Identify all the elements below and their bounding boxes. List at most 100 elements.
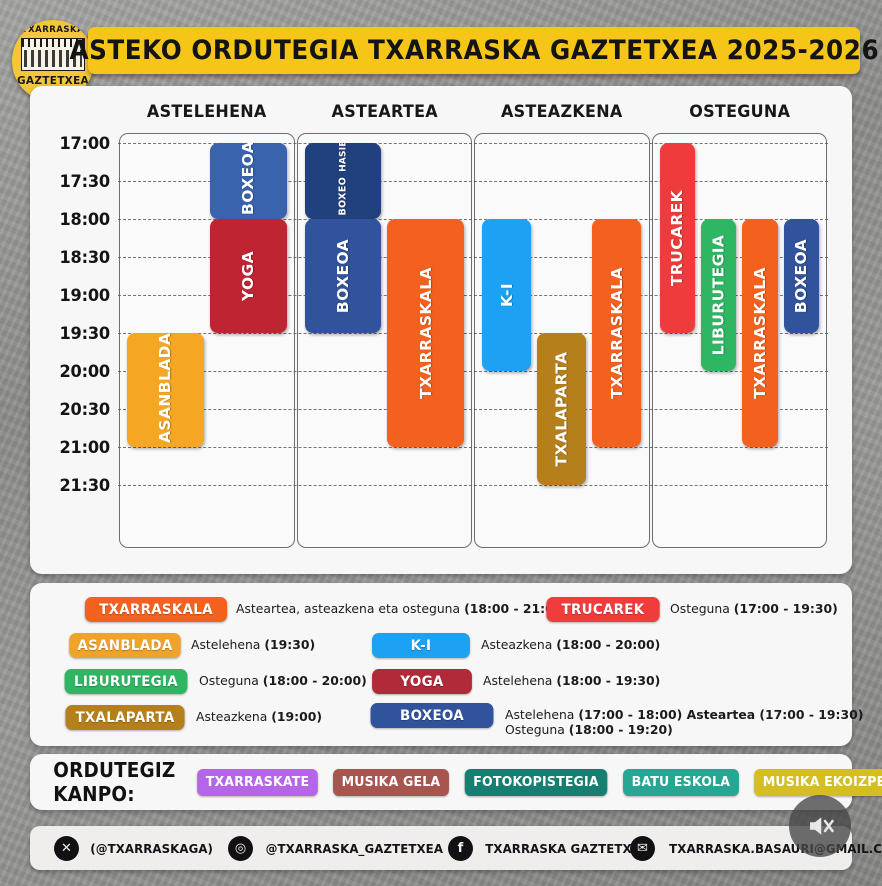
block-subtitle: HASIBERRIAK	[338, 143, 348, 171]
day-header-asteazkena: ASTEAZKENA	[500, 102, 623, 122]
poster-header: TXARRASKA GAZTETXEA BASAURI ASTEKO ORDUT…	[0, 14, 882, 102]
gridline-2030	[118, 409, 828, 410]
legend-description: Astelehena (17:00 - 18:00) Asteartea (17…	[505, 703, 863, 737]
time-label-1800: 18:00	[59, 210, 110, 230]
legend-card: TXARRASKALA Asteartea, asteazkena eta ost…	[30, 583, 863, 746]
ordutegiz-kanpo-card: ORDUTEGIZ KANPO: TXARRASKATE MUSIKA GELA F…	[30, 754, 882, 810]
page-title: ASTEKO ORDUTEGIA TXARRASKA GAZTETXEA 202…	[69, 35, 879, 66]
social-handle: TXARRASKA.BASAURI@GMAIL.COM	[669, 840, 882, 856]
schedule-block-txarraskala[interactable]: TXARRASKALA	[742, 219, 778, 447]
legend-description: Osteguna (17:00 - 19:30)	[670, 597, 838, 616]
ordutegiz-kanpo-tag-list: TXARRASKATE MUSIKA GELA FOTOKOPISTEGIA BATU…	[194, 768, 882, 796]
legend-chip: TXARRASKALA	[84, 597, 228, 622]
legend-description: Osteguna (18:00 - 20:00)	[199, 669, 367, 688]
facebook-icon: f	[448, 835, 473, 861]
gridline-1930	[118, 333, 828, 334]
schedule-block-k-i[interactable]: K-I	[482, 219, 532, 371]
legend-chip: TXALAPARTA	[65, 705, 185, 730]
legend-desc-days-2: Osteguna	[505, 722, 569, 737]
email-icon: ✉	[630, 835, 655, 861]
legend-desc-hours: (17:00 - 18:00) Asteartea (17:00 - 19:30…	[578, 707, 864, 722]
schedule-block-trucarek[interactable]: TRUCAREK	[659, 143, 695, 333]
legend-item-txalaparta: TXALAPARTA Asteazkena (19:00)	[63, 705, 322, 730]
gridline-2130	[118, 485, 828, 486]
kanpo-tag-musika-ekoizpena[interactable]: MUSIKA EKOIZPENA	[754, 768, 882, 796]
schedule-block-label: BOXEOA	[239, 143, 257, 215]
muted-speaker-icon[interactable]	[789, 795, 851, 857]
schedule-block-label: K-I	[498, 283, 516, 307]
schedule-block-boxeo[interactable]: BOXEO HASIBERRIAK	[304, 143, 382, 219]
logo-arc-text: TXARRASKA	[21, 25, 85, 35]
schedule-block-label: BOXEOA	[334, 239, 352, 313]
social-handle: @TXARRASKA_GAZTETXEA	[265, 840, 444, 856]
block-title: BOXEOA	[792, 238, 811, 314]
legend-desc-hours: (19:00)	[271, 709, 323, 724]
social-item-facebook[interactable]: f TXARRASKA GAZTETXEA	[448, 835, 653, 861]
gridline-1730	[118, 181, 828, 182]
txarraska-logo: TXARRASKA GAZTETXEA BASAURI	[12, 20, 94, 102]
social-handle: TXARRASKA GAZTETXEA	[485, 840, 650, 856]
instagram-icon: ◎	[228, 835, 253, 861]
legend-description: Asteazkena (18:00 - 20:00)	[481, 633, 660, 652]
schedule-block-label: TRUCAREK	[668, 190, 686, 286]
social-handle: (@TXARRASKAGA)	[90, 840, 214, 856]
kanpo-tag-musika-gela[interactable]: MUSIKA GELA	[332, 768, 449, 796]
schedule-block-boxeoa[interactable]: BOXEOA	[304, 219, 382, 333]
gridline-1800	[118, 219, 828, 220]
legend-description: Asteartea, asteazkena eta osteguna (18:0…	[236, 597, 568, 616]
legend-item-yoga: YOGA Astelehena (18:00 - 19:30)	[370, 669, 660, 694]
block-title: TRUCAREK	[668, 189, 687, 287]
schedule-block-yoga[interactable]: YOGA	[209, 219, 287, 333]
legend-description: Asteazkena (19:00)	[196, 705, 322, 724]
ordutegiz-kanpo-label: ORDUTEGIZ KANPO:	[53, 758, 176, 806]
kanpo-tag-txarraskate[interactable]: TXARRASKATE	[196, 768, 318, 796]
time-label-1730: 17:30	[59, 172, 110, 192]
schedule-block-label: BOXEOA	[792, 239, 810, 313]
legend-desc-days: Osteguna	[670, 601, 734, 616]
legend-desc-days: Asteazkena	[481, 637, 557, 652]
block-title: TXARRASKALA	[750, 267, 769, 399]
social-item-instagram[interactable]: ◎ @TXARRASKA_GAZTETXEA	[228, 835, 448, 861]
legend-item-liburutegia: LIBURUTEGIA Osteguna (18:00 - 20:00)	[62, 669, 367, 694]
time-label-1700: 17:00	[59, 134, 110, 154]
block-title: BOXEOA	[239, 143, 258, 215]
legend-chip: LIBURUTEGIA	[64, 669, 188, 694]
schedule-block-liburutegia[interactable]: LIBURUTEGIA	[700, 219, 737, 371]
schedule-block-asanblada[interactable]: ASANBLADA	[127, 333, 204, 447]
block-title: TXALAPARTA	[552, 351, 571, 467]
schedule-block-boxeoa[interactable]: BOXEOA	[783, 219, 819, 333]
legend-chip: K-I	[372, 633, 470, 658]
schedule-block-txarraskala[interactable]: TXARRASKALA	[592, 219, 642, 447]
legend-item-asanblada: ASANBLADA Astelehena (19:30)	[67, 633, 315, 658]
block-title: TXARRASKALA	[607, 267, 626, 399]
time-label-2030: 20:30	[59, 400, 110, 420]
time-label-2000: 20:00	[59, 362, 110, 382]
gridline-1700	[118, 143, 828, 144]
schedule-block-label: TXARRASKALA	[417, 267, 435, 399]
schedule-block-txarraskala[interactable]: TXARRASKALA	[387, 219, 464, 447]
legend-desc-hours: (17:00 - 19:30)	[733, 601, 838, 616]
block-title: BOXEO	[337, 176, 349, 215]
time-label-1930: 19:30	[59, 324, 110, 344]
schedule-block-label: BOXEO HASIBERRIAK	[337, 143, 349, 215]
gridline-2000	[118, 371, 828, 372]
gridline-1830	[118, 257, 828, 258]
legend-item-trucarek: TRUCAREK Osteguna (17:00 - 19:30)	[544, 597, 838, 622]
day-header-astelehena: ASTELEHENA	[146, 102, 267, 122]
block-title: ASANBLADA	[156, 333, 175, 443]
legend-desc-days: Astelehena	[191, 637, 265, 652]
time-label-1830: 18:30	[59, 248, 110, 268]
schedule-block-label: YOGA	[239, 251, 257, 301]
kanpo-tag-batu-eskola[interactable]: BATU ESKOLA	[622, 768, 739, 796]
legend-item-boxeoa: BOXEOA Astelehena (17:00 - 18:00) Asteart…	[368, 703, 863, 737]
kanpo-tag-fotokopistegia[interactable]: FOTOKOPISTEGIA	[464, 768, 607, 796]
schedule-block-boxeoa[interactable]: BOXEOA	[209, 143, 287, 219]
legend-desc-hours: (19:30)	[264, 637, 316, 652]
time-label-1900: 19:00	[59, 286, 110, 306]
legend-description: Astelehena (18:00 - 19:30)	[483, 669, 660, 688]
social-item-x-twitter[interactable]: ✕ (@TXARRASKAGA)	[54, 835, 216, 861]
schedule-block-label: TXARRASKALA	[751, 267, 769, 399]
block-title: BOXEOA	[333, 238, 352, 314]
schedule-block-txalaparta[interactable]: TXALAPARTA	[537, 333, 587, 485]
